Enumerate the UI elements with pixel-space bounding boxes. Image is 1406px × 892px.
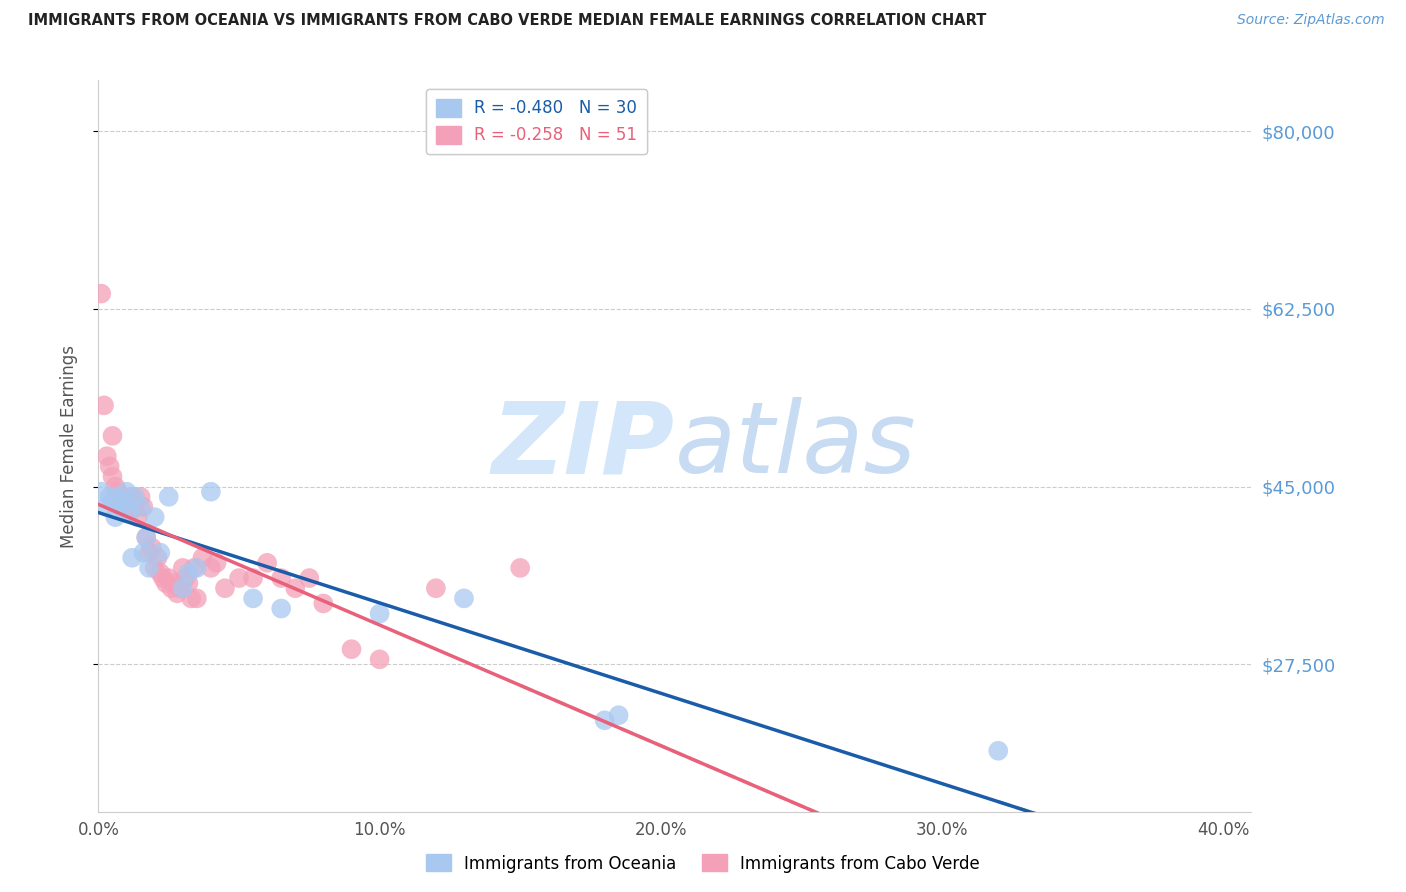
Point bbox=[172, 581, 194, 595]
Point bbox=[129, 500, 152, 514]
Point bbox=[228, 571, 250, 585]
Y-axis label: Median Female Earnings: Median Female Earnings bbox=[59, 344, 77, 548]
Point bbox=[132, 500, 155, 514]
Point bbox=[143, 561, 166, 575]
Point bbox=[93, 398, 115, 412]
Point bbox=[90, 484, 112, 499]
Point bbox=[121, 550, 143, 565]
Point bbox=[284, 581, 307, 595]
Point bbox=[149, 546, 172, 560]
Point bbox=[101, 469, 124, 483]
Point bbox=[270, 601, 292, 615]
Text: ZIP: ZIP bbox=[492, 398, 675, 494]
Point bbox=[453, 591, 475, 606]
Point bbox=[607, 708, 630, 723]
Point bbox=[141, 541, 163, 555]
Point bbox=[509, 561, 531, 575]
Point bbox=[593, 714, 616, 728]
Point bbox=[124, 500, 146, 514]
Legend: Immigrants from Oceania, Immigrants from Cabo Verde: Immigrants from Oceania, Immigrants from… bbox=[419, 847, 987, 880]
Text: Source: ZipAtlas.com: Source: ZipAtlas.com bbox=[1237, 13, 1385, 28]
Point bbox=[169, 581, 191, 595]
Point bbox=[90, 286, 112, 301]
Point bbox=[138, 561, 160, 575]
Point bbox=[135, 530, 157, 544]
Point bbox=[132, 546, 155, 560]
Point bbox=[104, 480, 127, 494]
Legend: R = -0.480   N = 30, R = -0.258   N = 51: R = -0.480 N = 30, R = -0.258 N = 51 bbox=[426, 88, 647, 154]
Point bbox=[368, 607, 391, 621]
Point bbox=[135, 530, 157, 544]
Point bbox=[127, 510, 149, 524]
Point bbox=[368, 652, 391, 666]
Point bbox=[157, 490, 180, 504]
Point bbox=[177, 576, 200, 591]
Point bbox=[152, 571, 174, 585]
Point bbox=[242, 591, 264, 606]
Point bbox=[200, 561, 222, 575]
Point bbox=[200, 484, 222, 499]
Point bbox=[256, 556, 278, 570]
Point bbox=[174, 571, 197, 585]
Point bbox=[96, 449, 118, 463]
Point bbox=[149, 566, 172, 580]
Point bbox=[205, 556, 228, 570]
Point bbox=[98, 490, 121, 504]
Point bbox=[242, 571, 264, 585]
Point bbox=[298, 571, 321, 585]
Point bbox=[115, 500, 138, 514]
Point bbox=[107, 490, 129, 504]
Point bbox=[104, 510, 127, 524]
Point bbox=[270, 571, 292, 585]
Point bbox=[180, 591, 202, 606]
Text: IMMIGRANTS FROM OCEANIA VS IMMIGRANTS FROM CABO VERDE MEDIAN FEMALE EARNINGS COR: IMMIGRANTS FROM OCEANIA VS IMMIGRANTS FR… bbox=[28, 13, 987, 29]
Point bbox=[115, 484, 138, 499]
Point bbox=[98, 459, 121, 474]
Point bbox=[340, 642, 363, 657]
Point bbox=[112, 495, 135, 509]
Point bbox=[166, 586, 188, 600]
Point bbox=[425, 581, 447, 595]
Point bbox=[155, 576, 177, 591]
Point bbox=[101, 495, 124, 509]
Point bbox=[186, 561, 208, 575]
Point bbox=[118, 505, 141, 519]
Point bbox=[101, 429, 124, 443]
Point bbox=[191, 550, 214, 565]
Point bbox=[110, 500, 132, 514]
Point bbox=[163, 576, 186, 591]
Point bbox=[987, 744, 1010, 758]
Point bbox=[96, 500, 118, 514]
Point bbox=[118, 505, 141, 519]
Point bbox=[214, 581, 236, 595]
Point bbox=[312, 597, 335, 611]
Point bbox=[183, 561, 205, 575]
Point bbox=[160, 581, 183, 595]
Point bbox=[124, 490, 146, 504]
Point bbox=[177, 566, 200, 580]
Point bbox=[107, 484, 129, 499]
Point bbox=[138, 546, 160, 560]
Point bbox=[112, 490, 135, 504]
Point bbox=[157, 571, 180, 585]
Point bbox=[143, 510, 166, 524]
Point bbox=[172, 561, 194, 575]
Point bbox=[121, 490, 143, 504]
Point bbox=[129, 490, 152, 504]
Point bbox=[146, 550, 169, 565]
Point bbox=[186, 591, 208, 606]
Point bbox=[110, 500, 132, 514]
Text: atlas: atlas bbox=[675, 398, 917, 494]
